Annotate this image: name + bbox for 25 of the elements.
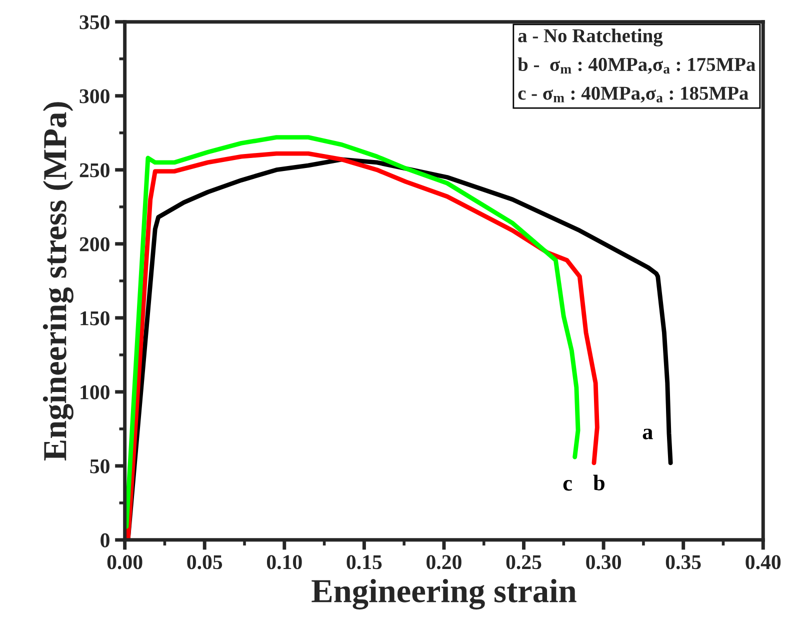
y-tick-label: 350 [80, 15, 110, 30]
x-tick-label: 0.15 [346, 555, 382, 570]
annotation: a - No Ratcheting [518, 28, 663, 46]
annotation: b - σ$_{m}$ : 40MPa,σ$_{a}$ : 175MPa [518, 57, 756, 74]
x-tick-label: 0.40 [746, 555, 781, 570]
y-tick-label: 0 [100, 533, 110, 548]
y-tick-label: 50 [90, 459, 110, 474]
series-label: c [563, 480, 572, 491]
annotation: c - σ$_{m}$ : 40MPa,σ$_{a}$ : 185MPa [518, 86, 748, 103]
x-tick-label: 0.00 [107, 555, 142, 570]
y-tick-label: 150 [80, 311, 110, 326]
x-tick-label: 0.20 [426, 555, 462, 570]
y-tick-label: 300 [80, 89, 110, 104]
y-tick-label: 250 [80, 163, 110, 178]
x-tick-label: 0.35 [666, 555, 701, 570]
y-tick-label: 100 [80, 385, 110, 400]
x-tick-label: 0.25 [506, 555, 542, 570]
y-tick-label: 200 [80, 237, 110, 252]
x-tick-label: 0.30 [586, 555, 621, 570]
x-tick-label: 0.05 [187, 555, 222, 570]
series-label: a [642, 428, 653, 440]
y-axis-title: Engineering stress (MPa) [42, 102, 74, 461]
series-label: b [593, 474, 604, 490]
x-axis-title: Engineering strain [312, 578, 576, 610]
x-tick-label: 0.10 [266, 555, 302, 570]
